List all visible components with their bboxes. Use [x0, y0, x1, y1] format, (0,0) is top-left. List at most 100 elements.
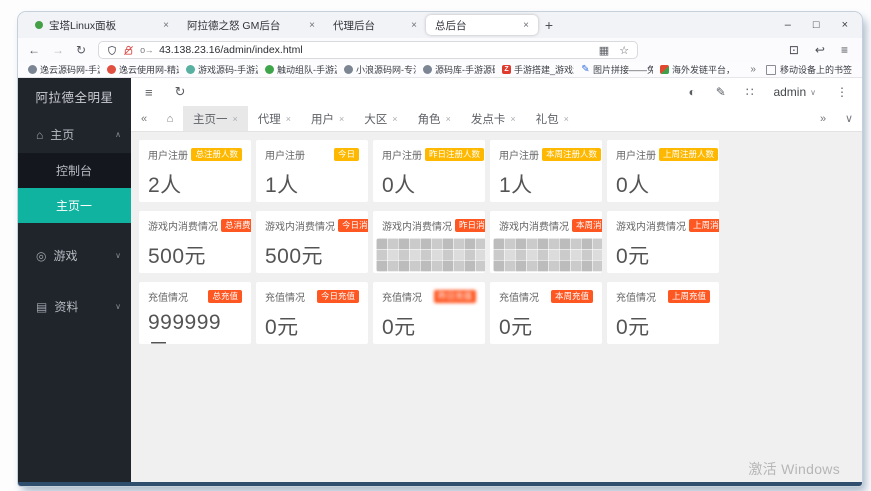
stat-badge: 上周消费: [689, 218, 719, 233]
collapse-sidebar-icon[interactable]: ≡: [145, 84, 153, 100]
url-field-actions: ▦ ☆: [599, 44, 629, 57]
page-tab-card[interactable]: 发点卡 ×: [470, 113, 516, 126]
stat-title: 充值情况: [499, 293, 539, 304]
page-tab-agent[interactable]: 代理 ×: [257, 113, 292, 126]
page-tab-home-one[interactable]: 主页一 ×: [183, 106, 248, 131]
stat-value: 500元: [265, 245, 324, 268]
close-button[interactable]: ×: [841, 19, 848, 31]
stat-card: 用户注册 本周注册人数 1人: [490, 140, 602, 202]
tab-close-icon[interactable]: ×: [510, 113, 516, 124]
scroll-tabs-left-icon[interactable]: «: [140, 112, 148, 125]
more-icon[interactable]: ⋮: [836, 85, 848, 99]
browser-tab-bt-panel[interactable]: 宝塔Linux面板 ×: [26, 15, 178, 35]
page-tab-gift[interactable]: 礼包 ×: [535, 113, 569, 126]
stat-value: 0元: [616, 316, 650, 339]
tab-close-icon[interactable]: ×: [563, 113, 569, 124]
new-tab-button[interactable]: +: [544, 17, 554, 33]
bookmark-item[interactable]: 逸云使用网-精选资…: [107, 63, 179, 76]
tab-options-icon[interactable]: ∨: [844, 113, 854, 125]
bookmark-item[interactable]: 触动组队-手游源码 |…: [265, 63, 337, 76]
browser-tab-label: 总后台: [435, 19, 467, 32]
menu-icon[interactable]: ≡: [840, 43, 848, 57]
bookmark-favicon-icon: Z: [502, 65, 511, 74]
stat-title: 充值情况: [382, 293, 422, 304]
sidebar: 阿拉德全明星 ⌂ 主页 ∧ 控制台 主页一 ◎ 游戏 ∨ ▤: [18, 78, 131, 482]
stat-title: 用户注册: [382, 151, 422, 162]
home-icon: ⌂: [36, 127, 44, 142]
maximize-button[interactable]: □: [812, 19, 820, 31]
back-icon[interactable]: ←: [28, 43, 40, 57]
translate-icon[interactable]: ▦: [598, 44, 610, 57]
bookmark-favicon-icon: [28, 65, 37, 74]
tab-close-icon[interactable]: ×: [445, 113, 451, 124]
theme-icon[interactable]: ◐: [688, 85, 696, 99]
tab-close-icon[interactable]: ×: [339, 113, 345, 124]
activate-windows-watermark: 激活 Windows: [748, 461, 840, 477]
bookmark-item[interactable]: ✎图片拼接——免费在…: [581, 64, 653, 75]
reload-icon[interactable]: ↻: [76, 43, 87, 57]
stat-card: 游戏内消费情况 总消费 500元: [139, 211, 251, 273]
browser-tab-agent[interactable]: 代理后台 ×: [324, 15, 426, 35]
sidebar-item-game[interactable]: ◎ 游戏 ∨: [36, 248, 121, 264]
bookmark-item[interactable]: 源码库-手游源码 | 留…: [423, 63, 495, 76]
bookmark-star-icon[interactable]: ☆: [619, 44, 630, 57]
browser-tab-gm[interactable]: 阿拉德之怒 GM后台 ×: [178, 15, 324, 35]
permission-icon[interactable]: o→: [140, 45, 154, 55]
forward-icon[interactable]: →: [52, 43, 64, 57]
stat-value: 0人: [616, 174, 650, 197]
tab-close-icon[interactable]: ×: [163, 19, 169, 31]
user-menu[interactable]: admin ∨: [773, 85, 816, 99]
home-tab-icon[interactable]: ⌂: [166, 112, 174, 125]
tab-close-icon[interactable]: ×: [411, 19, 417, 31]
insecure-lock-icon[interactable]: [123, 45, 134, 56]
page-tab-user[interactable]: 用户 ×: [311, 113, 345, 126]
bookmark-item[interactable]: 逸云源码网-手游源码…: [28, 63, 100, 76]
mobile-bookmarks-folder[interactable]: 移动设备上的书签: [765, 63, 852, 76]
note-icon[interactable]: ✎: [715, 85, 726, 99]
bookmark-item[interactable]: 小浪源码网-专注游戏…: [344, 63, 416, 76]
sidebar-item-profile[interactable]: ▤ 资料 ∨: [36, 299, 121, 315]
admin-page: 阿拉德全明星 ⌂ 主页 ∧ 控制台 主页一 ◎ 游戏 ∨ ▤: [18, 78, 862, 482]
browser-tab-main-admin[interactable]: 总后台 ×: [426, 15, 538, 35]
screenshot-icon[interactable]: ⊡: [788, 43, 799, 57]
favicon-green-dot-icon: [35, 21, 43, 29]
tab-close-icon[interactable]: ×: [309, 19, 315, 31]
stat-title: 游戏内消费情况: [265, 222, 335, 233]
stat-value: 999999元: [148, 311, 222, 344]
stat-title: 游戏内消费情况: [382, 222, 452, 233]
bookmark-favicon-icon: [660, 65, 669, 74]
shield-icon[interactable]: [107, 45, 117, 56]
tab-close-icon[interactable]: ×: [285, 113, 292, 124]
censored-value-mosaic: [493, 238, 602, 272]
bookmark-item[interactable]: 游戏源码-手游源码 |…: [186, 63, 258, 76]
stat-title: 用户注册: [148, 151, 188, 162]
bookmark-item[interactable]: 海外发链平台，网站…: [660, 63, 732, 76]
tab-close-icon[interactable]: ×: [523, 19, 529, 31]
url-text[interactable]: 43.138.23.16/admin/index.html: [159, 44, 303, 56]
url-input[interactable]: o→ 43.138.23.16/admin/index.html ▦ ☆: [98, 41, 639, 59]
minimize-button[interactable]: –: [784, 19, 791, 31]
sidebar-item-home-one[interactable]: 主页一: [18, 188, 131, 223]
page-tab-role[interactable]: 角色 ×: [417, 113, 451, 126]
stat-card: 用户注册 总注册人数 2人: [139, 140, 251, 202]
stat-title: 充值情况: [616, 293, 656, 304]
sidebar-item-home[interactable]: ⌂ 主页 ∧: [36, 127, 121, 143]
browser-toolbar-icons: ⊡ ↩ ≡: [789, 43, 852, 57]
dashboard-content: 用户注册 总注册人数 2人 用户注册 今日 1人 用户注册 昨日注册人数 0人 用户注…: [131, 132, 862, 482]
stat-badge: 上周充值: [667, 289, 710, 304]
bookmark-item[interactable]: Z手游搭建_游戏源码资…: [502, 63, 574, 76]
stat-badge: 今日消费: [338, 218, 368, 233]
tab-close-icon[interactable]: ×: [392, 113, 398, 124]
fullscreen-icon[interactable]: ∷: [745, 85, 754, 99]
refresh-icon[interactable]: ↻: [174, 84, 186, 99]
page-tab-region[interactable]: 大区 ×: [364, 113, 398, 126]
tab-close-icon[interactable]: ×: [232, 113, 238, 124]
stat-badge: 昨日注册人数: [425, 147, 485, 162]
undo-icon[interactable]: ↩: [814, 43, 825, 57]
bookmarks-overflow-icon[interactable]: »: [750, 64, 756, 75]
pencil-icon: ✎: [581, 64, 590, 75]
scroll-tabs-right-icon[interactable]: »: [819, 112, 827, 125]
stat-value: 1人: [499, 174, 533, 197]
sidebar-item-console[interactable]: 控制台: [56, 164, 93, 178]
